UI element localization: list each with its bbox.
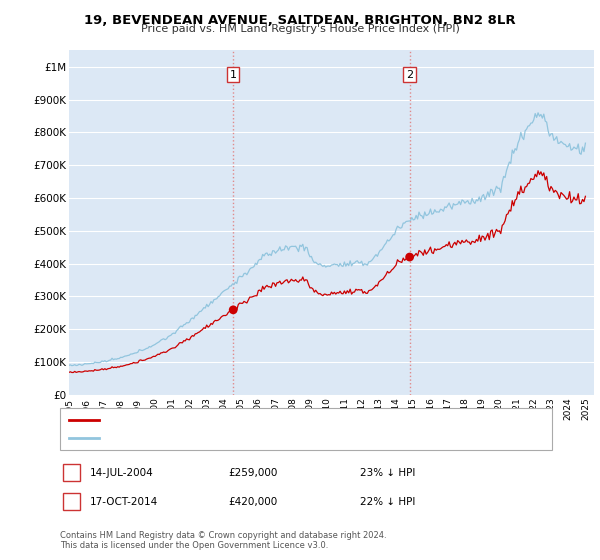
- Text: £259,000: £259,000: [228, 468, 277, 478]
- Text: 1: 1: [230, 69, 237, 80]
- Point: [229, 305, 238, 314]
- Text: 19, BEVENDEAN AVENUE, SALTDEAN, BRIGHTON, BN2 8LR: 19, BEVENDEAN AVENUE, SALTDEAN, BRIGHTON…: [84, 14, 516, 27]
- Text: 17-OCT-2014: 17-OCT-2014: [90, 497, 158, 507]
- Text: Contains HM Land Registry data © Crown copyright and database right 2024.
This d: Contains HM Land Registry data © Crown c…: [60, 530, 386, 550]
- Text: Price paid vs. HM Land Registry's House Price Index (HPI): Price paid vs. HM Land Registry's House …: [140, 24, 460, 34]
- Point: [405, 253, 415, 262]
- Text: 22% ↓ HPI: 22% ↓ HPI: [360, 497, 415, 507]
- Text: 19, BEVENDEAN AVENUE, SALTDEAN, BRIGHTON, BN2 8LR (detached house): 19, BEVENDEAN AVENUE, SALTDEAN, BRIGHTON…: [105, 416, 479, 425]
- Text: £420,000: £420,000: [228, 497, 277, 507]
- Text: 1: 1: [68, 468, 75, 478]
- Text: 2: 2: [68, 497, 75, 507]
- Text: 2: 2: [406, 69, 413, 80]
- Text: 14-JUL-2004: 14-JUL-2004: [90, 468, 154, 478]
- Text: 23% ↓ HPI: 23% ↓ HPI: [360, 468, 415, 478]
- Text: HPI: Average price, detached house, Brighton and Hove: HPI: Average price, detached house, Brig…: [105, 433, 377, 443]
